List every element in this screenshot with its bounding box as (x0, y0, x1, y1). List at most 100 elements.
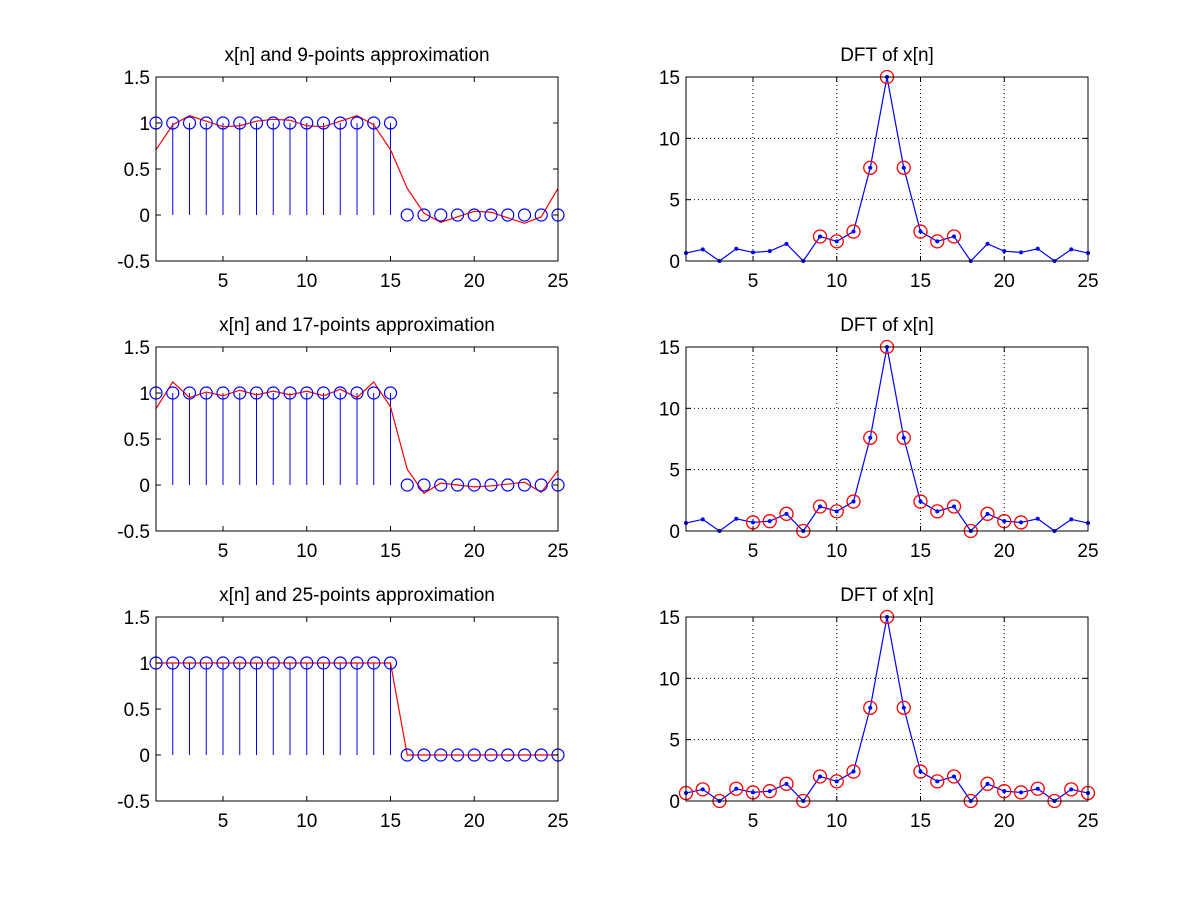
x-tick-label: 15 (910, 811, 931, 832)
stem-marker (182, 386, 197, 400)
stem-marker (534, 748, 548, 762)
dft-point (935, 779, 940, 784)
dft-point (834, 239, 839, 244)
stem-marker (316, 116, 331, 130)
stem-marker (450, 208, 465, 222)
dft-highlight-marker (946, 229, 962, 244)
stem-marker (216, 386, 230, 400)
dft-highlight-marker (779, 776, 794, 791)
stem-marker (249, 656, 264, 670)
y-tick-label: 0 (139, 206, 150, 227)
y-tick-label: 15 (659, 338, 680, 359)
dft-point (985, 511, 990, 516)
y-tick-label: -0.5 (117, 522, 150, 543)
dft-point (784, 781, 789, 786)
dft-point (734, 786, 739, 791)
dft-highlight-marker (762, 784, 777, 799)
y-tick-label: 1.5 (124, 338, 150, 359)
dft-point (918, 229, 923, 234)
stem-marker (266, 386, 280, 400)
dft-point (1002, 519, 1007, 524)
stem-marker (166, 386, 180, 400)
dft-highlight-marker (729, 781, 744, 796)
dft-point (700, 517, 705, 522)
approximation-line (156, 662, 558, 756)
y-tick-label: 0 (139, 476, 150, 497)
y-tick-label: 0.5 (124, 160, 150, 181)
subplot-6: 5 10 15 20 25 0 5 10 15 DFT of x[n] (659, 585, 1099, 832)
dft-point (868, 705, 873, 710)
stem-marker (383, 656, 398, 670)
stem-marker (199, 386, 213, 400)
y-tick-label: 5 (669, 461, 680, 482)
dft-highlight-marker (930, 504, 945, 519)
stem-marker (283, 656, 297, 670)
dft-point (1002, 249, 1007, 254)
subplot-title: DFT of x[n] (840, 315, 934, 336)
data-layer (149, 656, 565, 762)
dft-highlight-marker (812, 229, 828, 244)
x-tick-label: 20 (994, 541, 1015, 562)
dft-point (734, 246, 739, 251)
y-tick-label: 0 (669, 522, 680, 543)
stem-marker (333, 116, 347, 130)
dft-point (1002, 789, 1007, 794)
dft-point (918, 769, 923, 774)
stem-marker (400, 478, 414, 492)
dft-highlight-marker (896, 430, 911, 445)
stem-marker (501, 748, 515, 762)
dft-point (818, 774, 822, 779)
dft-highlight-marker (1064, 782, 1079, 797)
stem-marker (300, 116, 314, 130)
y-tick-label: 0.5 (124, 700, 150, 721)
dft-point (952, 774, 956, 779)
stem-marker (367, 116, 381, 130)
axes-box (685, 346, 1089, 532)
subplot-3: 5 10 15 20 25 -0.5 0 0.5 1 1.5 x[n] and 17-points … (117, 315, 568, 562)
dft-highlight-marker (896, 700, 911, 715)
x-tick-label: 25 (1077, 811, 1098, 832)
dft-highlight-marker (812, 499, 828, 514)
stem-marker (233, 386, 247, 400)
stem-marker (417, 208, 431, 222)
dft-highlight-marker (829, 774, 844, 789)
dft-highlight-marker (896, 160, 911, 175)
dft-highlight-marker (913, 764, 928, 779)
x-tick-label: 10 (296, 541, 317, 562)
stem-marker (383, 386, 398, 400)
dft-point (818, 234, 822, 239)
stem-marker (333, 656, 347, 670)
stem-marker (501, 208, 515, 222)
dft-highlight-marker (1030, 781, 1045, 796)
dft-point (1069, 787, 1074, 792)
dft-point (1019, 790, 1023, 795)
dft-point (851, 229, 856, 234)
stem-marker (383, 116, 398, 130)
subplot-title: DFT of x[n] (840, 585, 934, 606)
dft-point (935, 239, 940, 244)
approximation-line (155, 381, 559, 495)
dft-highlight-marker (946, 769, 962, 784)
approximation-line (155, 114, 559, 224)
dft-point (784, 241, 789, 246)
stem-marker (517, 748, 532, 762)
x-tick-label: 5 (748, 271, 759, 292)
x-tick-label: 15 (380, 271, 401, 292)
x-tick-label: 10 (296, 811, 317, 832)
dft-point (868, 165, 873, 170)
dft-point (935, 509, 940, 514)
stem-marker (266, 116, 280, 130)
x-tick-label: 25 (547, 541, 568, 562)
dft-highlight-marker (846, 224, 861, 239)
stem-marker (467, 748, 481, 762)
stem-marker (467, 208, 481, 222)
dft-point (818, 504, 822, 509)
stem-marker (283, 116, 297, 130)
dft-highlight-marker (846, 764, 861, 779)
stem-marker (166, 656, 180, 670)
dft-point (901, 165, 906, 170)
x-tick-label: 20 (994, 811, 1015, 832)
dft-highlight-marker (829, 234, 844, 249)
stem-marker (484, 478, 498, 492)
